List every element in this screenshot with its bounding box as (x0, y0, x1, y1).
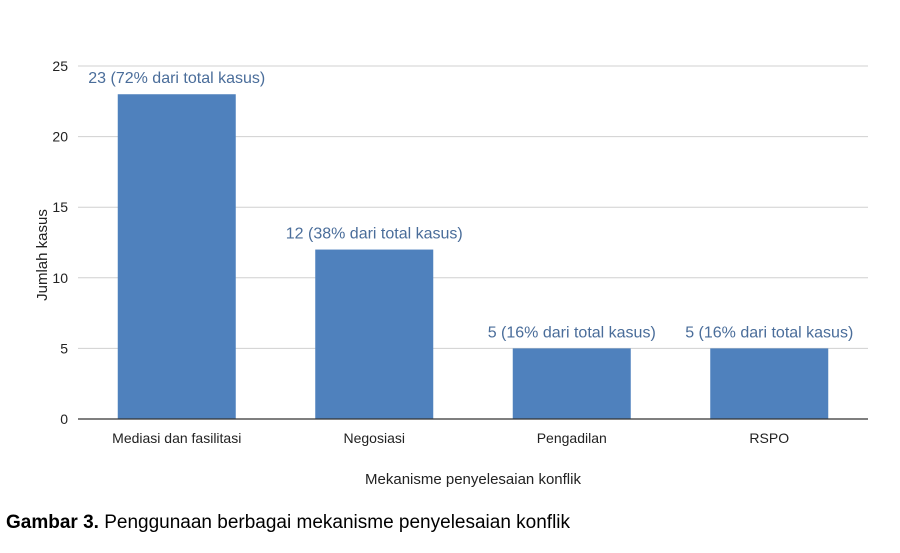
bars (117, 94, 829, 420)
bar (117, 94, 236, 420)
bar (512, 348, 631, 419)
bar (710, 348, 829, 419)
x-tick-label: Pengadilan (537, 430, 607, 446)
x-tick-label: Negosiasi (344, 430, 405, 446)
data-label: 23 (72% dari total kasus) (88, 70, 265, 87)
x-tick-labels: Mediasi dan fasilitasi Negosiasi Pengadila… (112, 430, 789, 446)
data-label: 12 (38% dari total kasus) (286, 226, 463, 243)
x-tick-label: RSPO (749, 430, 789, 446)
y-axis-title: Jumlah kasus (34, 209, 51, 301)
y-tick-label: 10 (52, 270, 68, 286)
y-tick-label: 15 (52, 199, 68, 215)
bar (315, 249, 434, 419)
bar-chart: 0 5 10 15 20 25 23 (72% dari total kasus) 12 (… (34, 58, 868, 488)
x-axis-title: Mekanisme penyelesaian konflik (365, 471, 581, 488)
data-labels: 23 (72% dari total kasus) 12 (38% dari to… (88, 70, 853, 341)
caption-text: Penggunaan berbagai mekanisme penyelesai… (98, 512, 571, 533)
y-tick-labels: 0 5 10 15 20 25 (52, 58, 68, 427)
data-label: 5 (16% dari total kasus) (488, 324, 656, 341)
figure-caption: Gambar 3. Penggunaan berbagai mekanisme … (6, 512, 570, 534)
data-label: 5 (16% dari total kasus) (685, 324, 853, 341)
x-tick-label: Mediasi dan fasilitasi (112, 430, 241, 446)
caption-prefix: Gambar 3. (6, 512, 99, 533)
y-tick-label: 0 (60, 411, 68, 427)
y-tick-label: 20 (52, 129, 68, 145)
y-tick-label: 25 (52, 58, 68, 74)
y-tick-label: 5 (60, 340, 68, 356)
